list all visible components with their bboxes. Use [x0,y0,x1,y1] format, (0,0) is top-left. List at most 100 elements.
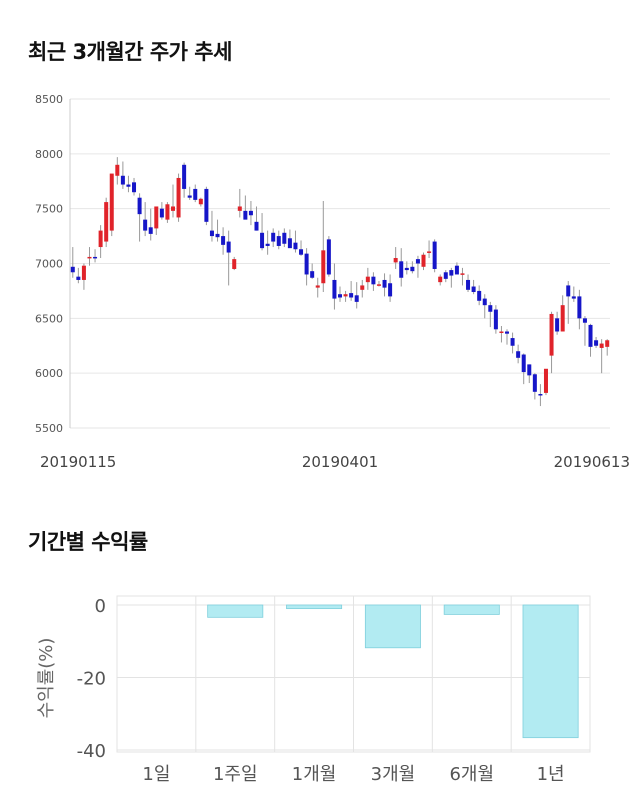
candle-body [315,285,320,288]
candle [221,227,226,255]
candle [154,206,159,235]
price-x-tick-label: 20190401 [302,453,378,471]
candle [532,373,537,400]
candle-body [410,266,415,272]
return-x-tick-label: 1년 [537,764,565,785]
candle [393,247,398,269]
candle-body [282,232,287,244]
candle-body [198,198,203,205]
price-y-tick-label: 5500 [35,422,63,435]
candle [120,161,125,189]
price-y-tick-label: 6500 [35,312,63,325]
candle-body [115,164,120,176]
candle-body [326,239,331,275]
candle-body [209,230,214,237]
candle-body [477,290,482,301]
price-x-tick-label: 20190115 [40,453,116,471]
candle-body [349,293,354,298]
candle [132,177,137,196]
candle [388,274,393,302]
candle [510,332,515,354]
price-y-tick-label: 8500 [35,93,63,106]
candle-body [299,249,304,255]
candle-body [427,251,432,253]
candle [399,248,404,287]
candle [460,267,465,286]
return-grid [116,595,591,753]
return-bar-chart: 0 -20 -40 1일 1주일 1개월 3개월 6개월 1년 수익률(%) [36,595,591,785]
candle-body [432,241,437,269]
return-x-ticks: 1일 1주일 1개월 3개월 6개월 1년 [142,764,564,785]
return-x-tick-label: 1일 [142,764,170,785]
candle-body [260,232,265,249]
candle-body [360,285,365,290]
candle [477,285,482,306]
candle-body [454,265,459,275]
candle-body [599,343,604,348]
candle [410,261,415,274]
candle-body [404,267,409,271]
candle-body [293,242,298,250]
candle [365,267,370,290]
candle-body [493,309,498,330]
candle [193,184,198,203]
candle [198,197,203,207]
candle [371,272,376,291]
candle-body [543,368,548,393]
candle [176,173,181,222]
candle [538,384,543,407]
candle-body [109,173,114,231]
candle-body [143,219,148,231]
candle-body [93,256,98,259]
price-x-ticks: 20190115 20190401 20190613 [40,453,630,471]
candle-body [337,294,343,298]
candle [287,229,292,249]
candle-body [588,324,593,347]
candle [471,279,476,295]
candle [260,213,265,251]
candle [438,274,443,286]
candle-body [271,232,276,242]
candle [237,188,242,218]
candle-body [382,279,387,288]
candle-body [248,210,253,216]
candle [360,279,365,298]
candle-body [265,243,270,246]
candle [343,290,348,302]
candle-body [488,305,493,312]
candle [404,261,409,275]
return-bar [286,604,343,610]
candle-body [165,204,170,220]
candle-body [594,340,599,346]
candle [87,247,92,266]
candle-body [438,276,443,283]
candle-body [332,279,337,299]
candle [182,162,187,198]
candle-body [577,296,582,319]
candle [516,344,521,364]
candle [505,329,510,345]
candle [165,202,170,223]
return-bar [207,604,264,618]
candle [332,263,337,310]
candle [337,286,343,302]
return-x-tick-label: 6개월 [449,764,494,785]
candle-body [237,206,242,211]
candle-body [399,261,404,278]
candle-body [120,175,125,185]
candle-body [226,241,231,253]
candle [493,305,498,334]
candle-body [421,254,426,267]
candle-body [605,340,610,347]
candle-body [70,266,75,273]
candle [70,247,75,278]
candle-body [527,364,532,376]
candle [299,240,304,256]
candle [170,184,175,218]
candle [482,294,487,319]
candle-body [276,236,281,246]
candle [549,311,554,374]
return-bars [207,604,579,739]
candle [265,230,270,255]
candle-body [221,236,226,245]
